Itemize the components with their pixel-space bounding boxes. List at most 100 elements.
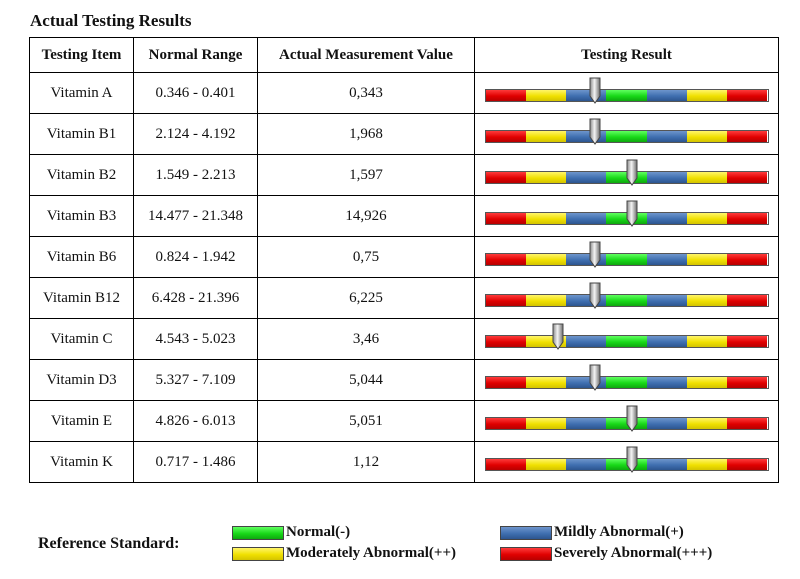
legend-swatch-severe — [500, 546, 552, 561]
scale-segment-yellow — [525, 336, 567, 347]
testing-item-cell: Vitamin E — [29, 400, 134, 442]
scale-segment-blue — [646, 172, 687, 183]
scale-segment-yellow — [686, 336, 728, 347]
table-row: Vitamin B12 6.428 - 21.396 6,225 — [29, 277, 779, 319]
normal-range-cell: 1.549 - 2.213 — [133, 154, 258, 196]
legend-item-normal: Normal(-) — [232, 524, 350, 541]
scale-bar — [484, 212, 769, 225]
result-gauge — [484, 159, 769, 191]
table-row: Vitamin E 4.826 - 6.013 5,051 — [29, 400, 779, 442]
column-header-testing-result: Testing Result — [474, 37, 779, 73]
table-row: Vitamin B1 2.124 - 4.192 1,968 — [29, 113, 779, 155]
scale-segment-yellow — [525, 377, 567, 388]
scale-segment-green — [606, 213, 647, 224]
scale-segment-blue — [646, 90, 687, 101]
scale-segment-yellow — [686, 90, 728, 101]
table-row: Vitamin B6 0.824 - 1.942 0,75 — [29, 236, 779, 278]
scale-segment-blue — [566, 172, 607, 183]
scale-segment-yellow — [525, 459, 567, 470]
scale-segment-yellow — [686, 172, 728, 183]
scale-segment-red — [727, 172, 768, 183]
scale-segment-yellow — [686, 131, 728, 142]
testing-result-cell — [474, 359, 779, 401]
scale-segment-red — [727, 418, 768, 429]
result-gauge — [484, 77, 769, 109]
scale-segment-yellow — [686, 213, 728, 224]
scale-segment-yellow — [525, 418, 567, 429]
measurement-value-cell: 5,051 — [257, 400, 475, 442]
scale-segment-red — [485, 377, 526, 388]
normal-range-cell: 6.428 - 21.396 — [133, 277, 258, 319]
result-gauge — [484, 241, 769, 273]
result-gauge — [484, 200, 769, 232]
testing-result-cell — [474, 400, 779, 442]
pointer-marker-icon — [589, 241, 601, 268]
scale-segment-yellow — [525, 213, 567, 224]
scale-bar — [484, 253, 769, 266]
scale-segment-blue — [646, 377, 687, 388]
scale-segment-blue — [646, 295, 687, 306]
column-header-actual-value: Actual Measurement Value — [257, 37, 475, 73]
legend-item-severe: Severely Abnormal(+++) — [500, 545, 712, 562]
scale-segment-red — [485, 295, 526, 306]
scale-segment-red — [485, 172, 526, 183]
testing-item-cell: Vitamin C — [29, 318, 134, 360]
scale-segment-blue — [566, 90, 607, 101]
legend-text-normal: Normal(-) — [286, 524, 351, 540]
testing-item-cell: Vitamin D3 — [29, 359, 134, 401]
scale-segment-green — [606, 336, 647, 347]
legend-title: Reference Standard: — [38, 535, 180, 552]
scale-segment-yellow — [686, 254, 728, 265]
legend-text-severe: Severely Abnormal(+++) — [554, 545, 713, 561]
scale-segment-blue — [566, 418, 607, 429]
scale-segment-blue — [646, 213, 687, 224]
testing-result-cell — [474, 195, 779, 237]
scale-segment-red — [727, 90, 768, 101]
legend-swatch-normal — [232, 525, 284, 540]
scale-segment-yellow — [525, 90, 567, 101]
testing-result-cell — [474, 154, 779, 196]
scale-segment-green — [606, 172, 647, 183]
pointer-marker-icon — [626, 200, 638, 227]
scale-bar — [484, 335, 769, 348]
scale-bar — [484, 458, 769, 471]
normal-range-cell: 4.826 - 6.013 — [133, 400, 258, 442]
result-gauge — [484, 364, 769, 396]
results-table: Testing Item Normal Range Actual Measure… — [29, 37, 779, 483]
legend-swatch-mild — [500, 525, 552, 540]
testing-item-cell: Vitamin K — [29, 441, 134, 483]
testing-result-cell — [474, 277, 779, 319]
pointer-marker-icon — [626, 159, 638, 186]
testing-item-cell: Vitamin A — [29, 72, 134, 114]
normal-range-cell: 4.543 - 5.023 — [133, 318, 258, 360]
testing-item-cell: Vitamin B2 — [29, 154, 134, 196]
scale-segment-yellow — [686, 295, 728, 306]
result-gauge — [484, 118, 769, 150]
scale-segment-blue — [646, 336, 687, 347]
scale-segment-blue — [566, 336, 607, 347]
legend-item-moderate: Moderately Abnormal(++) — [232, 545, 456, 562]
normal-range-cell: 0.824 - 1.942 — [133, 236, 258, 278]
normal-range-cell: 0.346 - 0.401 — [133, 72, 258, 114]
normal-range-cell: 14.477 - 21.348 — [133, 195, 258, 237]
column-header-normal-range: Normal Range — [133, 37, 258, 73]
scale-bar — [484, 171, 769, 184]
scale-segment-blue — [646, 254, 687, 265]
scale-segment-red — [485, 418, 526, 429]
pointer-marker-icon — [589, 77, 601, 104]
pointer-marker-icon — [589, 282, 601, 309]
scale-bar — [484, 130, 769, 143]
scale-segment-red — [485, 213, 526, 224]
scale-segment-red — [485, 459, 526, 470]
scale-segment-red — [727, 213, 768, 224]
scale-segment-green — [606, 131, 647, 142]
measurement-value-cell: 0,343 — [257, 72, 475, 114]
scale-segment-red — [727, 254, 768, 265]
pointer-marker-icon — [589, 118, 601, 145]
normal-range-cell: 0.717 - 1.486 — [133, 441, 258, 483]
pointer-marker-icon — [552, 323, 564, 350]
column-header-testing-item: Testing Item — [29, 37, 134, 73]
scale-segment-green — [606, 90, 647, 101]
testing-item-cell: Vitamin B6 — [29, 236, 134, 278]
scale-bar — [484, 376, 769, 389]
